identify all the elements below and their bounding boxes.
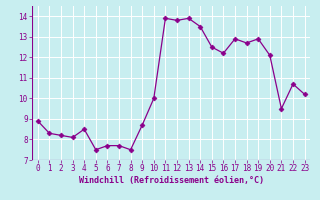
X-axis label: Windchill (Refroidissement éolien,°C): Windchill (Refroidissement éolien,°C)	[79, 176, 264, 185]
